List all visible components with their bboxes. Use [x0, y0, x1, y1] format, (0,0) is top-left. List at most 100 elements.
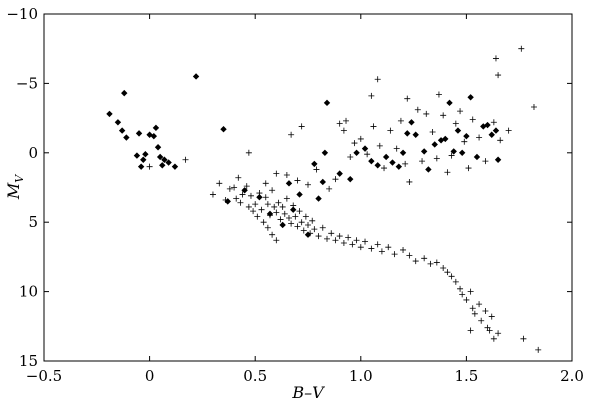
plus-point — [298, 219, 305, 226]
plus-point — [440, 265, 447, 272]
plus-point — [387, 127, 394, 134]
plus-point — [216, 180, 223, 187]
plus-point — [419, 158, 426, 165]
axis-ticks — [43, 13, 573, 362]
x-tick-label: 2.0 — [560, 367, 584, 385]
diamond-point — [361, 145, 369, 152]
plus-point — [307, 230, 314, 237]
plus-point — [235, 174, 242, 181]
plus-point — [264, 224, 271, 231]
y-tick-label: 0 — [28, 144, 38, 162]
plus-point — [288, 220, 295, 227]
diamond-point — [408, 119, 415, 126]
diamond-point — [279, 221, 286, 229]
plus-point — [260, 219, 267, 226]
plus-point — [332, 237, 339, 244]
plus-point — [262, 180, 269, 187]
plus-point — [243, 183, 250, 190]
plus-point — [433, 155, 440, 162]
plus-point — [530, 103, 537, 110]
plus-point — [209, 191, 216, 198]
x-tick-label: 1.0 — [349, 367, 373, 385]
plus-point — [452, 120, 459, 127]
diamond-point — [382, 153, 390, 161]
plus-point — [457, 285, 464, 292]
plus-point — [490, 119, 497, 126]
plus-point — [495, 330, 502, 337]
plus-point — [353, 237, 360, 244]
diamond-point — [121, 89, 128, 97]
plus-point — [429, 128, 436, 135]
plus-point — [231, 184, 238, 191]
diamond-point — [463, 132, 470, 140]
plus-point — [444, 169, 451, 176]
plus-point — [478, 317, 485, 324]
plus-point — [296, 208, 303, 215]
plus-point — [302, 213, 309, 220]
plus-point — [435, 91, 442, 98]
diamond-point — [311, 160, 318, 168]
plus-point — [374, 76, 381, 83]
plus-point — [245, 149, 252, 156]
diamond-point — [321, 149, 329, 156]
x-tick-label: 0.5 — [243, 367, 267, 385]
plus-point — [404, 95, 411, 102]
y-axis-label: MV — [4, 174, 26, 200]
plus-point — [495, 72, 502, 79]
plus-point — [391, 251, 398, 258]
plus-point — [463, 296, 470, 303]
plus-point — [336, 120, 343, 127]
diamond-point — [442, 135, 449, 143]
plus-point — [290, 202, 297, 209]
plus-point — [467, 327, 474, 334]
plus-point — [309, 217, 316, 224]
plus-point — [406, 178, 413, 185]
diamond-point — [161, 156, 168, 163]
diamond-point — [290, 206, 297, 213]
data-points — [106, 45, 542, 353]
diamond-point — [450, 148, 457, 155]
y-tick-label: 10 — [19, 283, 38, 301]
plus-point — [433, 259, 440, 266]
diamond-point — [135, 130, 143, 137]
plus-point — [347, 153, 354, 160]
diamond-point — [315, 195, 322, 202]
plus-point — [233, 195, 240, 202]
plus-point — [273, 170, 280, 177]
plus-point — [351, 140, 358, 147]
plus-point — [505, 127, 512, 134]
diamond-point — [488, 131, 495, 138]
diamond-point — [220, 126, 227, 133]
plus-point — [397, 117, 404, 124]
plus-point — [266, 212, 273, 219]
y-tick-label: 5 — [28, 213, 38, 231]
plus-point — [275, 199, 282, 206]
plus-point — [482, 158, 489, 165]
plus-point — [357, 135, 364, 142]
plus-point — [461, 138, 468, 145]
x-tick-label: 1.5 — [454, 367, 478, 385]
plus-point — [313, 166, 320, 173]
diamond-point — [420, 148, 428, 155]
axis-tick-labels: −0.5 0 0.5 1.0 1.5 2.0 −10 −5 0 5 10 15 — [6, 5, 584, 385]
plus-point — [285, 215, 292, 222]
diamond-point — [389, 159, 396, 166]
diamond-point — [319, 178, 326, 186]
diamond-point — [412, 131, 419, 138]
plus-point — [279, 203, 286, 210]
x-tick-label: −0.5 — [26, 367, 62, 385]
plus-point — [406, 252, 413, 259]
diamond-point — [285, 180, 293, 187]
diamond-point — [374, 162, 381, 169]
plus-point — [482, 308, 489, 315]
plus-point — [427, 260, 434, 267]
plus-point — [448, 273, 455, 280]
plus-point — [448, 152, 455, 159]
plus-point — [374, 241, 381, 248]
plus-point — [294, 223, 301, 230]
plus-point — [319, 224, 326, 231]
diamond-point — [492, 127, 500, 134]
plus-point — [283, 195, 290, 202]
plus-point — [535, 346, 542, 353]
